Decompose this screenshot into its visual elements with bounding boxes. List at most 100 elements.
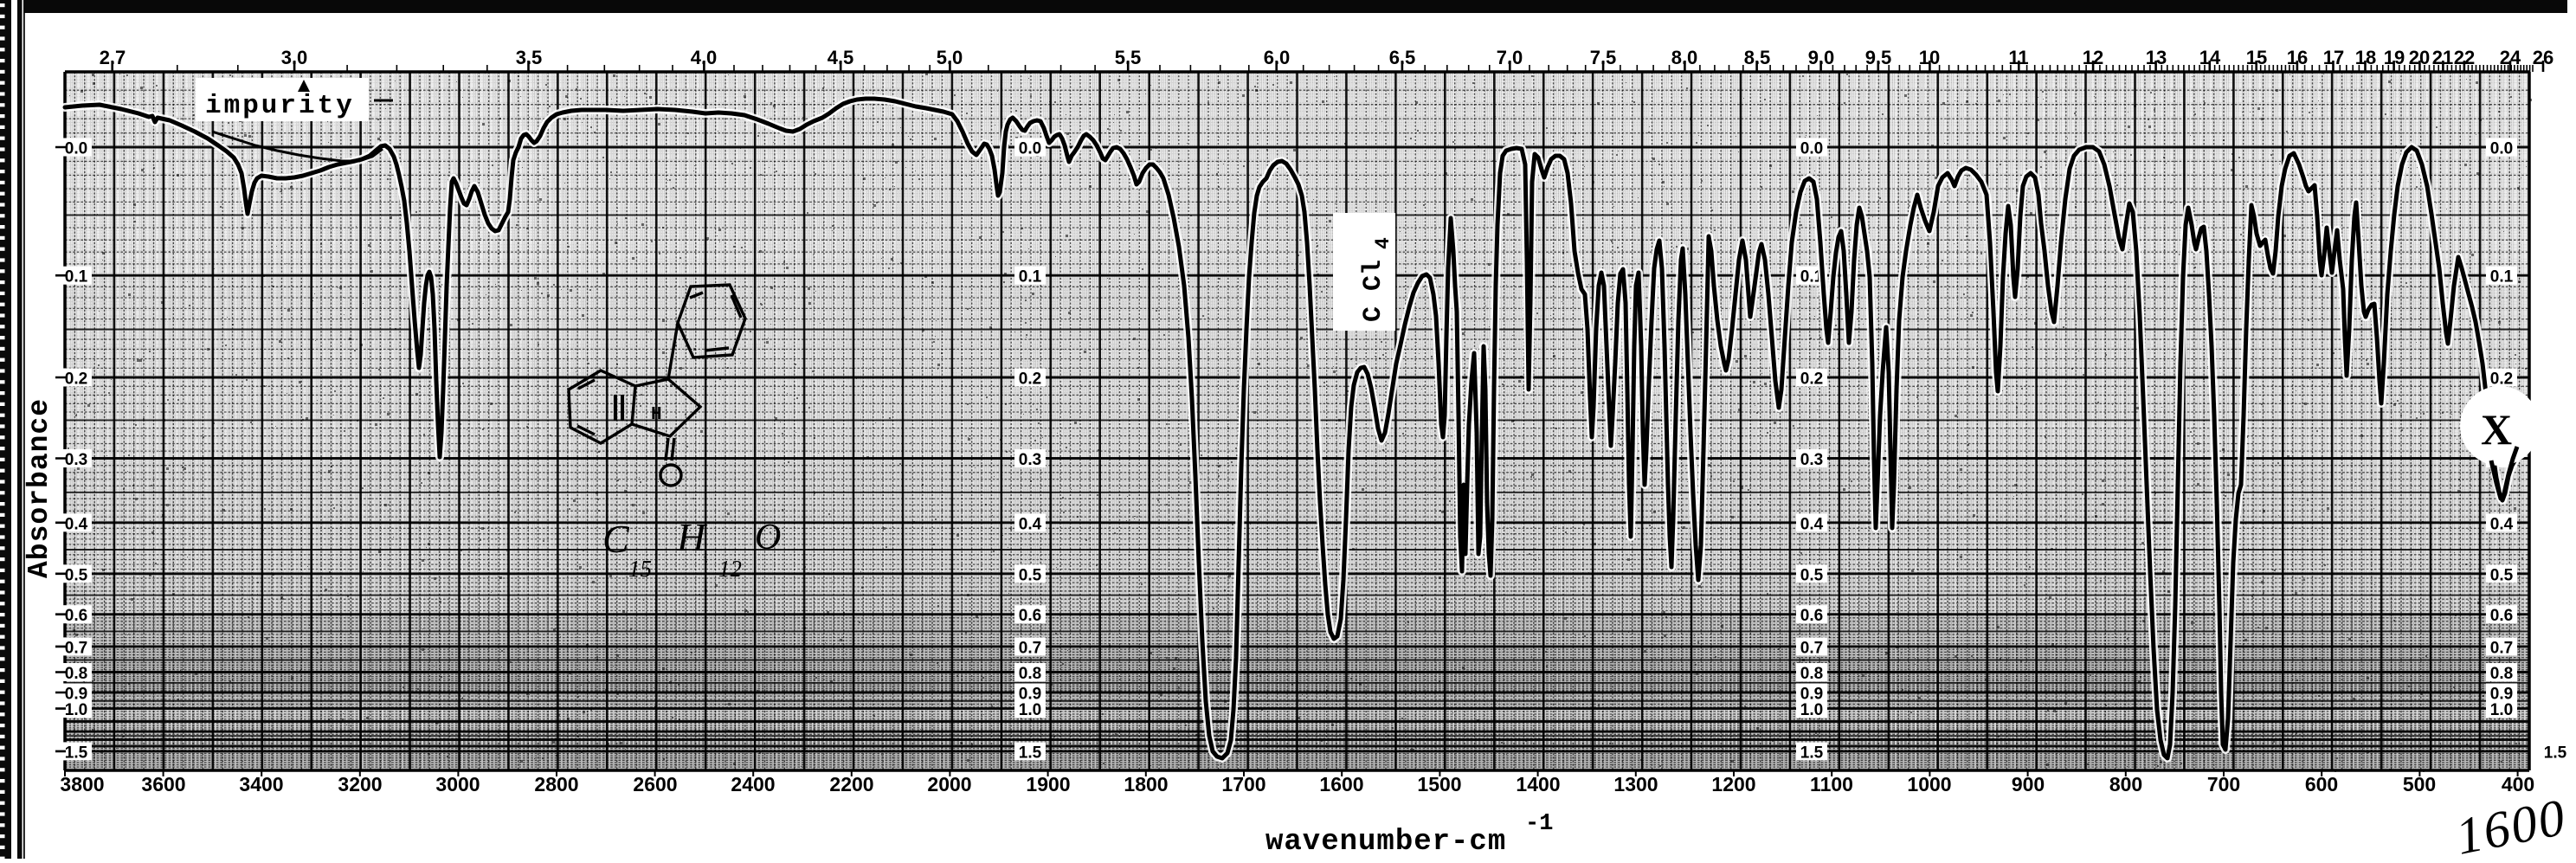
svg-text:0.5: 0.5 bbox=[1019, 566, 1042, 584]
svg-text:26: 26 bbox=[2533, 47, 2553, 68]
svg-text:1.5: 1.5 bbox=[65, 744, 88, 762]
svg-text:3400: 3400 bbox=[239, 773, 283, 795]
svg-text:21: 21 bbox=[2432, 47, 2453, 68]
svg-text:4.5: 4.5 bbox=[828, 47, 854, 68]
svg-text:700: 700 bbox=[2207, 773, 2240, 795]
svg-text:2200: 2200 bbox=[829, 773, 873, 795]
svg-text:9.0: 9.0 bbox=[1808, 47, 1835, 68]
svg-text:1200: 1200 bbox=[1711, 773, 1755, 795]
svg-text:1.0: 1.0 bbox=[1800, 701, 1823, 719]
svg-text:1.5: 1.5 bbox=[2544, 744, 2567, 762]
svg-text:Absorbance: Absorbance bbox=[23, 398, 55, 578]
svg-text:0.3: 0.3 bbox=[65, 451, 87, 469]
svg-text:24: 24 bbox=[2500, 47, 2521, 68]
svg-text:O: O bbox=[755, 518, 781, 557]
svg-text:0.7: 0.7 bbox=[1019, 639, 1041, 657]
svg-text:18: 18 bbox=[2355, 47, 2376, 68]
svg-text:20: 20 bbox=[2409, 47, 2430, 68]
svg-text:9.5: 9.5 bbox=[1865, 47, 1892, 68]
svg-text:0.0: 0.0 bbox=[65, 140, 87, 158]
svg-text:0.3: 0.3 bbox=[1019, 451, 1041, 469]
svg-text:0.8: 0.8 bbox=[2490, 665, 2513, 683]
svg-text:1.5: 1.5 bbox=[1019, 744, 1042, 762]
svg-text:0.4: 0.4 bbox=[65, 515, 88, 533]
svg-text:H: H bbox=[651, 405, 662, 425]
svg-text:11: 11 bbox=[2008, 47, 2028, 68]
svg-text:C Cl: C Cl bbox=[1359, 260, 1388, 322]
svg-text:0.7: 0.7 bbox=[1800, 639, 1823, 657]
svg-text:1000: 1000 bbox=[1907, 773, 1951, 795]
svg-text:3.0: 3.0 bbox=[281, 47, 308, 68]
svg-text:4.0: 4.0 bbox=[691, 47, 718, 68]
svg-text:7.0: 7.0 bbox=[1497, 47, 1523, 68]
svg-text:12: 12 bbox=[718, 556, 742, 582]
svg-text:22: 22 bbox=[2454, 47, 2475, 68]
svg-text:1.0: 1.0 bbox=[2490, 701, 2513, 719]
svg-text:600: 600 bbox=[2305, 773, 2338, 795]
svg-text:3.5: 3.5 bbox=[516, 47, 543, 68]
svg-text:10: 10 bbox=[1919, 47, 1940, 68]
svg-text:15: 15 bbox=[628, 556, 652, 582]
svg-text:13: 13 bbox=[2146, 47, 2167, 68]
svg-text:0.8: 0.8 bbox=[1800, 665, 1823, 683]
svg-text:6.0: 6.0 bbox=[1264, 47, 1291, 68]
svg-text:14: 14 bbox=[2199, 47, 2221, 68]
svg-text:2600: 2600 bbox=[633, 773, 677, 795]
svg-text:-1: -1 bbox=[1525, 811, 1553, 837]
svg-text:0.0: 0.0 bbox=[1019, 140, 1041, 158]
svg-text:7.5: 7.5 bbox=[1590, 47, 1617, 68]
svg-text:0.6: 0.6 bbox=[2490, 607, 2513, 625]
svg-text:1.0: 1.0 bbox=[1019, 701, 1041, 719]
svg-text:17: 17 bbox=[2323, 47, 2344, 68]
svg-text:5.5: 5.5 bbox=[1115, 47, 1142, 68]
svg-text:0.9: 0.9 bbox=[1019, 686, 1041, 704]
svg-text:12: 12 bbox=[2083, 47, 2103, 68]
svg-text:16: 16 bbox=[2287, 47, 2308, 68]
svg-text:0.9: 0.9 bbox=[2490, 686, 2513, 704]
svg-text:0.9: 0.9 bbox=[65, 686, 87, 704]
svg-text:3600: 3600 bbox=[141, 773, 185, 795]
svg-text:1100: 1100 bbox=[1810, 773, 1853, 795]
svg-text:0.1: 0.1 bbox=[65, 268, 88, 287]
svg-text:0.5: 0.5 bbox=[1800, 566, 1824, 584]
svg-text:1300: 1300 bbox=[1613, 773, 1658, 795]
svg-text:0.6: 0.6 bbox=[1019, 607, 1041, 625]
svg-text:0.6: 0.6 bbox=[1800, 607, 1823, 625]
svg-text:0.4: 0.4 bbox=[2490, 515, 2514, 533]
svg-text:0.5: 0.5 bbox=[65, 566, 88, 584]
svg-text:1400: 1400 bbox=[1516, 773, 1560, 795]
svg-text:0.4: 0.4 bbox=[1800, 515, 1824, 533]
svg-text:0.4: 0.4 bbox=[1019, 515, 1042, 533]
svg-text:6.5: 6.5 bbox=[1389, 47, 1416, 68]
svg-text:0.9: 0.9 bbox=[1800, 686, 1823, 704]
svg-text:8.5: 8.5 bbox=[1744, 47, 1771, 68]
svg-text:1800: 1800 bbox=[1124, 773, 1168, 795]
svg-text:0.0: 0.0 bbox=[1800, 140, 1823, 158]
svg-text:400: 400 bbox=[2502, 773, 2534, 795]
svg-text:H: H bbox=[676, 515, 708, 559]
svg-text:1600: 1600 bbox=[1319, 773, 1363, 795]
svg-text:0.3: 0.3 bbox=[1800, 451, 1823, 469]
svg-text:2.7: 2.7 bbox=[100, 47, 126, 68]
svg-text:3800: 3800 bbox=[60, 773, 104, 795]
svg-text:8.0: 8.0 bbox=[1671, 47, 1698, 68]
svg-text:2800: 2800 bbox=[534, 773, 578, 795]
svg-text:0.7: 0.7 bbox=[2490, 639, 2513, 657]
svg-text:19: 19 bbox=[2384, 47, 2405, 68]
svg-text:4: 4 bbox=[1372, 237, 1394, 249]
svg-text:0.8: 0.8 bbox=[1019, 665, 1041, 683]
svg-text:1700: 1700 bbox=[1221, 773, 1265, 795]
svg-text:1.0: 1.0 bbox=[65, 701, 87, 719]
svg-text:0.1: 0.1 bbox=[1800, 268, 1824, 287]
svg-text:0.2: 0.2 bbox=[2490, 370, 2513, 389]
svg-text:wavenumber-cm: wavenumber-cm bbox=[1265, 826, 1506, 859]
svg-text:C: C bbox=[602, 517, 630, 561]
svg-text:3000: 3000 bbox=[435, 773, 480, 795]
svg-text:2400: 2400 bbox=[731, 773, 775, 795]
svg-text:0.0: 0.0 bbox=[2490, 140, 2513, 158]
svg-text:3200: 3200 bbox=[338, 773, 382, 795]
svg-text:2000: 2000 bbox=[927, 773, 971, 795]
svg-text:X: X bbox=[2481, 405, 2512, 454]
svg-text:0.2: 0.2 bbox=[1019, 370, 1041, 389]
svg-text:800: 800 bbox=[2109, 773, 2142, 795]
